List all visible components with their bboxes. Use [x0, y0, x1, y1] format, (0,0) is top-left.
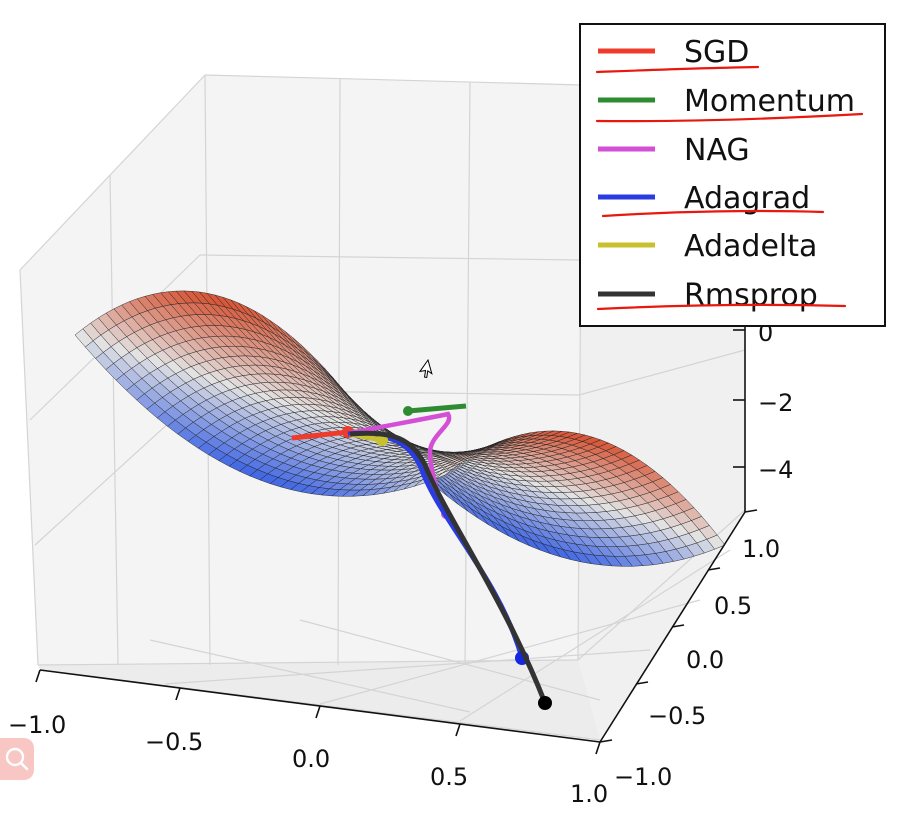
x-tick-label: −1.0 [8, 711, 66, 739]
rmsprop-point [538, 696, 552, 710]
z-tick-label: −4 [758, 456, 793, 484]
trajectories [291, 403, 552, 710]
rmsprop-path [349, 430, 548, 704]
momentum-point [403, 406, 413, 416]
underline-momentum [595, 112, 864, 123]
legend-label-momentum: Momentum [684, 84, 855, 119]
y-tick-label: 0.5 [714, 592, 752, 620]
legend-label-rmsprop: Rmsprop [684, 278, 818, 313]
underline-sgd [595, 65, 760, 74]
y-tick-label: 1.0 [742, 535, 780, 563]
search-icon [5, 747, 29, 771]
y-tick-label: −0.5 [648, 702, 706, 730]
legend-label-adadelta: Adadelta [684, 229, 817, 264]
momentum-path [407, 403, 467, 414]
underline-rmsprop [596, 303, 847, 311]
surface-cell [434, 468, 453, 480]
legend: SGD Momentum NAG Adagrad Adadelta Rmspro… [579, 23, 886, 327]
x-tick-label: 1.0 [570, 780, 608, 808]
saddle-surface [74, 290, 726, 567]
x-axis: −1.0 −0.5 0.0 0.5 1.0 [8, 669, 608, 808]
underline-adagrad [601, 209, 825, 218]
x-tick-label: 0.5 [430, 763, 468, 791]
y-axis: −1.0 −0.5 0.0 0.5 1.0 [599, 509, 780, 791]
underline-annotations [595, 65, 864, 311]
legend-box [579, 23, 886, 327]
x-tick-label: −0.5 [145, 728, 203, 756]
cursor-icon [418, 358, 433, 379]
z-tick-label: −2 [758, 389, 793, 417]
x-tick-label: 0.0 [292, 745, 330, 773]
search-button[interactable] [0, 738, 34, 780]
legend-label-nag: NAG [684, 133, 750, 168]
legend-label-sgd: SGD [684, 35, 749, 70]
y-tick-label: −1.0 [614, 763, 672, 791]
y-tick-label: 0.0 [686, 646, 724, 674]
